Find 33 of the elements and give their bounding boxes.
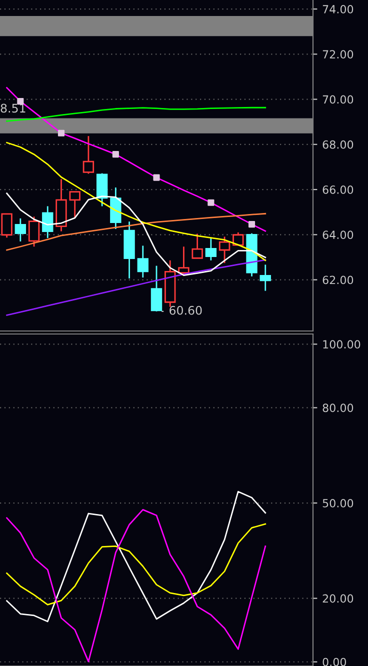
line-series [6,259,266,316]
candlestick [42,206,54,239]
candlestick [205,236,217,262]
line-series [6,508,266,662]
y-tick-label: 66.00 [322,186,354,194]
y-tick-label: 70.00 [322,95,354,104]
annotation: 8.51 [0,104,26,113]
y-tick-label: 72.00 [322,50,354,59]
line-series [6,142,266,262]
line-series [6,490,266,622]
candlestick [124,220,135,280]
y-tick-label: 74.00 [322,5,354,14]
y-tick-label: 50.00 [322,498,354,508]
y-tick-label: 0.00 [322,658,346,666]
candlestick [56,178,67,232]
point [58,130,65,136]
candlestick [14,218,26,242]
y-tick-label: 68.00 [322,140,354,149]
point [153,174,160,181]
y-tick-label: 100.00 [323,340,360,349]
point [208,199,214,206]
line-series [6,523,266,606]
line-series [6,192,266,276]
candlestick [137,245,148,278]
point [248,220,256,228]
y-tick-label: 20.00 [322,594,354,603]
point [112,151,119,158]
y-tick-label: 80.00 [322,404,354,412]
y-tick-label: 64.00 [322,230,354,240]
line-series [6,212,266,251]
annotation: 60.60 [170,306,202,315]
y-tick-label: 62.00 [322,276,354,284]
candlestick [260,264,271,292]
